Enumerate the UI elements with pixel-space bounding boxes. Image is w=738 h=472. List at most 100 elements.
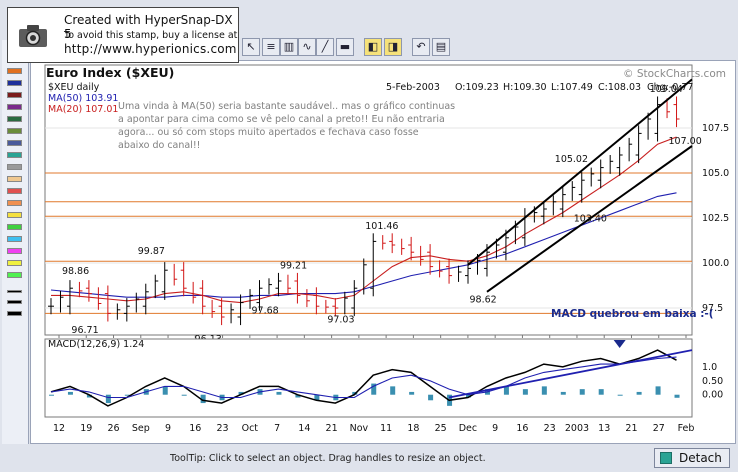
text-color-icon[interactable]: ▬ [336, 38, 354, 56]
swatch-maroon[interactable] [7, 92, 22, 98]
detach-button[interactable]: Detach [654, 448, 730, 468]
header-high: H:109.30 [503, 82, 547, 93]
macd-hist-bar [541, 386, 547, 395]
tooltip-text: ToolTip: Click to select an object. Drag… [170, 453, 486, 464]
swatch-teal[interactable] [7, 152, 22, 158]
swatch-green-2[interactable] [7, 272, 22, 278]
macd-hist-bar [276, 391, 282, 395]
swatch-green[interactable] [7, 116, 22, 122]
x-tick-label: 9 [492, 423, 498, 434]
macd-hist-bar [674, 394, 680, 398]
x-tick-label: 16 [189, 423, 201, 434]
macd-plot-area: 0.00 0.50 1.0 12 19 26 Sep 9 16 23 Oct 7 14 21 Nov 11 18… [44, 338, 723, 434]
x-tick-label: 11 [380, 423, 392, 434]
fib-tool-icon[interactable]: ≡ [262, 38, 280, 56]
swatch-yellow-2[interactable] [7, 260, 22, 266]
move-right-icon[interactable]: ◨ [384, 38, 402, 56]
price-label: 105.02 [555, 154, 588, 165]
header-low: L:107.49 [551, 82, 593, 93]
undo-icon[interactable]: ↶ [412, 38, 430, 56]
swatch-purple[interactable] [7, 104, 22, 110]
line-thin-icon[interactable] [7, 290, 22, 293]
line-tool-icon[interactable]: ╱ [316, 38, 334, 56]
swatch-tangerine[interactable] [7, 200, 22, 206]
annotation-line-3: agora... ou só com stops muito apertados… [118, 127, 419, 138]
x-tick-label: 12 [53, 423, 65, 434]
annotation-line-2: a apontar para cima como se vê pelo cana… [118, 114, 445, 125]
main-plot-border [44, 64, 693, 336]
clear-icon[interactable]: ▤ [432, 38, 450, 56]
x-tick-label: 16 [516, 423, 528, 434]
move-left-icon[interactable]: ◧ [364, 38, 382, 56]
color-palette-toolbar[interactable] [2, 40, 29, 444]
hypersnap-stamp: Created with HyperSnap-DX 5 To avoid thi… [7, 7, 239, 63]
macd-hist-bar [238, 391, 244, 395]
x-tick-label: Feb [678, 423, 695, 434]
macd-hist-bar [86, 394, 92, 398]
x-tick-label: Dec [459, 423, 477, 434]
stamp-line-1: Created with HyperSnap-DX 5 [64, 13, 233, 41]
macd-plot-border [44, 338, 693, 418]
macd-hist-bar [105, 394, 111, 404]
select-tool-icon[interactable]: ↖ [242, 38, 260, 56]
detach-icon [660, 452, 672, 464]
header-open: O:109.23 [455, 82, 499, 93]
swatch-yellow[interactable] [7, 212, 22, 218]
header-change: Chg:-0.77 [647, 82, 693, 93]
price-chart: 97.5 100.0 102.5 105.0 107.5 98.86 96.71 99.87 9… [44, 64, 729, 434]
macd-hist-bar [67, 391, 73, 395]
speed-lines-icon[interactable]: ∿ [298, 38, 316, 56]
x-tick-label: 9 [165, 423, 171, 434]
macd-hist-bar [579, 389, 585, 395]
macd-hist-bar [617, 394, 623, 396]
macd-hist-bar [503, 386, 509, 395]
macd-tick-label: 1.0 [702, 362, 717, 373]
swatch-magenta[interactable] [7, 248, 22, 254]
status-bar: ToolTip: Click to select an object. Drag… [0, 446, 738, 472]
macd-tick-label: 0.50 [702, 376, 723, 387]
swatch-navy[interactable] [7, 80, 22, 86]
macd-hist-bar [409, 391, 415, 395]
x-tick-label: 2003 [565, 423, 589, 434]
drawing-toolbar: ↖ ≡ ▥ ∿ ╱ ▬ ◧ ◨ ↶ ▤ [30, 38, 730, 58]
price-label: 99.87 [138, 246, 165, 257]
macd-tick-label: 0.00 [702, 390, 723, 401]
x-tick-label: 13 [598, 423, 610, 434]
swatch-slate[interactable] [7, 140, 22, 146]
price-label: 97.03 [327, 314, 354, 325]
macd-hist-bar [522, 389, 528, 395]
chart-title: Euro Index ($XEU) [46, 65, 174, 80]
swatch-salmon[interactable] [7, 188, 22, 194]
swatch-cyan[interactable] [7, 236, 22, 242]
macd-hist-bar [655, 386, 661, 395]
watermark: © StockCharts.com [623, 68, 726, 80]
stamp-link[interactable]: http://www.hyperionics.com [64, 42, 237, 56]
price-label: 103.40 [574, 214, 607, 225]
macd-line [50, 349, 677, 407]
line-medium-icon[interactable] [7, 300, 22, 304]
chart-panel: 97.5 100.0 102.5 105.0 107.5 98.86 96.71 99.87 9… [7, 7, 736, 444]
swatch-olive[interactable] [7, 128, 22, 134]
price-plot-area: 97.5 100.0 102.5 105.0 107.5 98.86 96.71 99.87 9… [44, 64, 729, 345]
x-tick-label: Sep [132, 423, 150, 434]
swatch-gray[interactable] [7, 164, 22, 170]
ma20-legend: MA(20) 107.01 [48, 104, 118, 115]
stamp-line-2: To avoid this stamp, buy a license at [64, 30, 238, 41]
line-thick-icon[interactable] [7, 311, 22, 316]
swatch-peach[interactable] [7, 176, 22, 182]
header-date: 5-Feb-2003 [386, 82, 440, 93]
header-close: C:108.03 [598, 82, 641, 93]
macd-hist-bar [428, 394, 434, 401]
grid-tool-icon[interactable]: ▥ [280, 38, 298, 56]
macd-hist-bar [181, 394, 187, 396]
macd-hist-bar [390, 386, 396, 395]
price-tick-label: 100.0 [702, 258, 729, 269]
x-tick-label: 27 [653, 423, 665, 434]
swatch-orange[interactable] [7, 68, 22, 74]
swatch-lime[interactable] [7, 224, 22, 230]
price-label: 97.68 [252, 305, 279, 316]
macd-hist-bar [466, 394, 472, 398]
symbol-label: $XEU daily [48, 82, 100, 93]
x-tick-label: 25 [435, 423, 447, 434]
macd-hist-bar [560, 391, 566, 395]
